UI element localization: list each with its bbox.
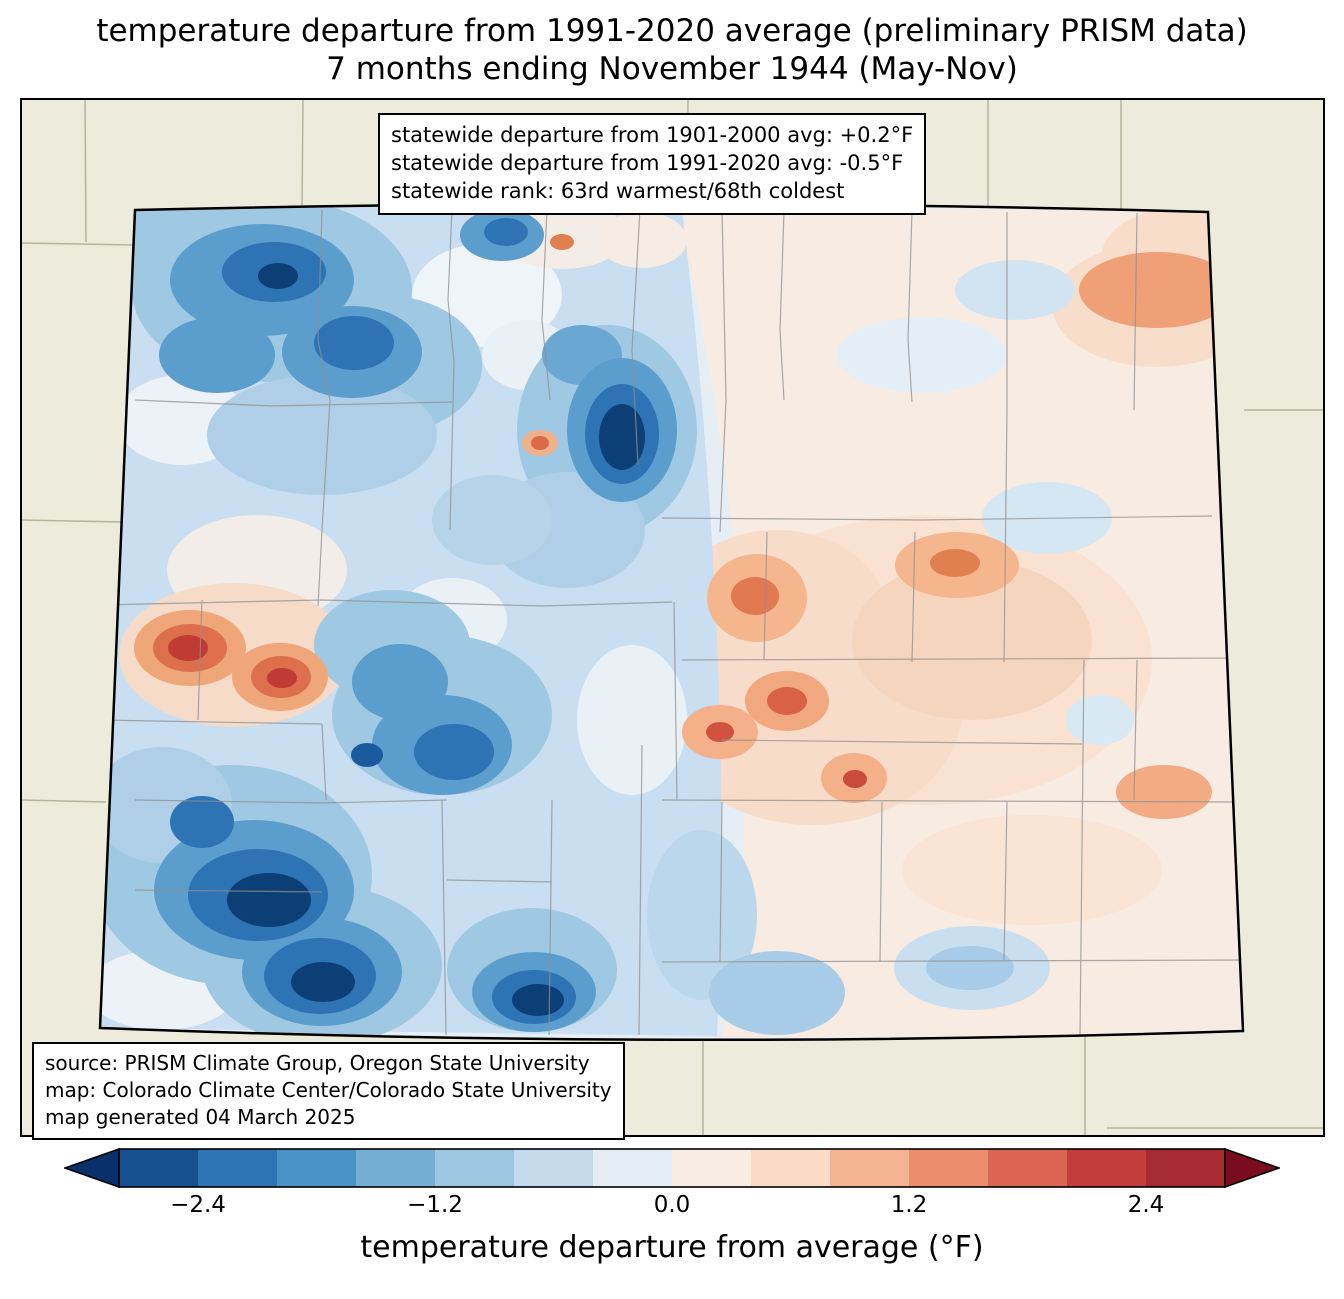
colorbar-tick-label: 2.4 — [1127, 1192, 1165, 1218]
statewide-stats-box: statewide departure from 1901-2000 avg: … — [378, 113, 927, 216]
colorbar-svg — [62, 1147, 1282, 1189]
colorbar-tick-label: −1.2 — [407, 1192, 463, 1218]
colorbar-tick-labels: −2.4 −1.2 0.0 1.2 2.4 — [64, 1192, 1280, 1224]
temperature-field — [100, 203, 1243, 1040]
source-line-3: map generated 04 March 2025 — [45, 1104, 356, 1129]
figure-title: temperature departure from 1991-2020 ave… — [0, 12, 1344, 89]
map-figure: statewide departure from 1901-2000 avg: … — [20, 98, 1325, 1141]
source-attribution-box: source: PRISM Climate Group, Oregon Stat… — [32, 1042, 625, 1141]
colorbar-tick-label: −2.4 — [170, 1192, 226, 1218]
stats-line-2: statewide departure from 1991-2020 avg: … — [391, 151, 904, 176]
source-line-1: source: PRISM Climate Group, Oregon Stat… — [45, 1051, 590, 1075]
colorbar — [62, 1147, 1282, 1189]
county-lines — [100, 207, 1243, 1036]
colorbar-axis-label: temperature departure from average (°F) — [360, 1230, 984, 1265]
colorbar-tick-label: 1.2 — [890, 1192, 928, 1218]
colorbar-left-arrow — [62, 1147, 120, 1189]
source-line-2: map: Colorado Climate Center/Colorado St… — [45, 1077, 612, 1102]
colorado-temperature-map — [22, 100, 1323, 1135]
colorbar-segments — [119, 1149, 1226, 1187]
stats-line-1: statewide departure from 1901-2000 avg: … — [391, 123, 914, 147]
colorbar-tick-label: 0.0 — [653, 1192, 691, 1218]
title-line-1: temperature departure from 1991-2020 ave… — [96, 13, 1248, 49]
colorbar-right-arrow — [1224, 1147, 1282, 1189]
title-line-2: 7 months ending November 1944 (May-Nov) — [326, 51, 1018, 88]
neighbor-state-lines — [22, 100, 1323, 1135]
stats-line-3: statewide rank: 63rd warmest/68th coldes… — [391, 179, 845, 204]
